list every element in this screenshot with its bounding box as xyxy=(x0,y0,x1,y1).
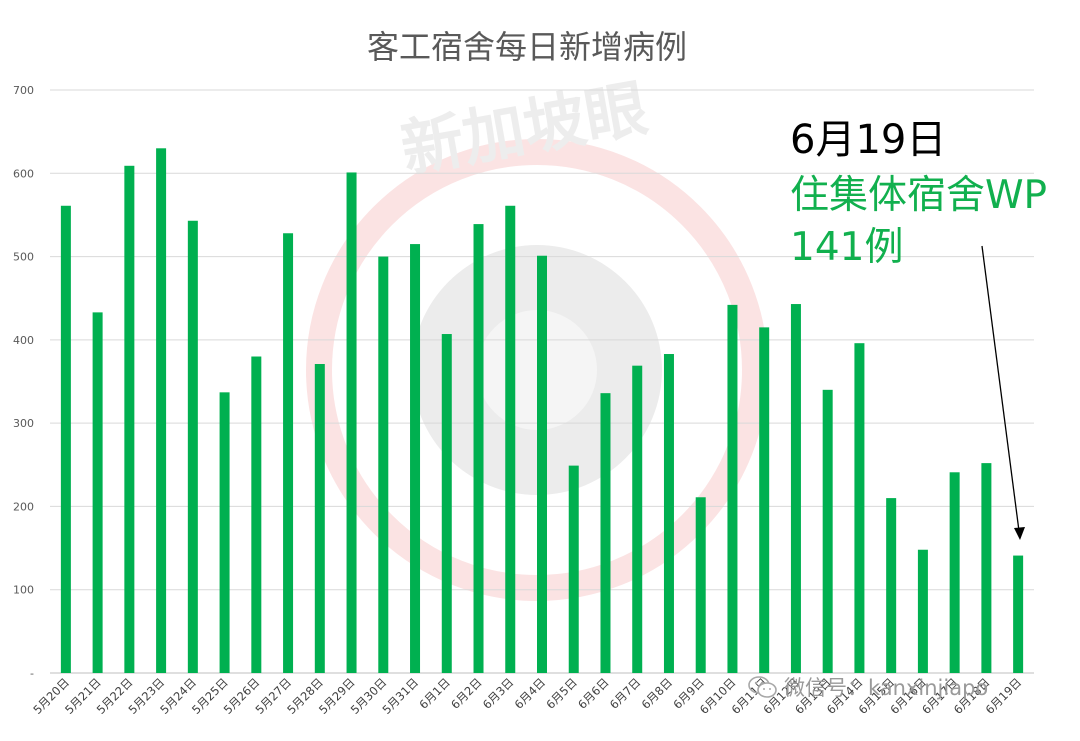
annotation-arrow xyxy=(981,245,1025,540)
chart-title: 客工宿舍每日新增病例 xyxy=(367,28,687,66)
bar xyxy=(632,365,643,673)
y-tick-label: 500 xyxy=(13,251,34,264)
bar xyxy=(854,343,865,673)
bar xyxy=(1013,555,1024,673)
bar xyxy=(568,465,579,673)
y-tick-label: - xyxy=(30,667,34,680)
x-tick-label: 6月3日 xyxy=(480,675,517,712)
x-tick-label: 6月2日 xyxy=(448,675,485,712)
annotation-date: 6月19日 xyxy=(790,117,947,163)
y-tick-label: 700 xyxy=(13,84,34,97)
x-tick-label: 6月7日 xyxy=(607,675,644,712)
y-tick-label: 600 xyxy=(13,167,34,180)
bars xyxy=(60,148,1024,674)
wechat-watermark: 微信号：kanxinjiapo xyxy=(748,672,988,702)
bar xyxy=(695,497,706,673)
bar xyxy=(441,334,452,673)
bar xyxy=(886,498,897,673)
x-tick-label: 6月4日 xyxy=(512,675,549,712)
x-tick-label: 6月6日 xyxy=(575,675,612,712)
bar xyxy=(537,255,547,673)
bar xyxy=(949,472,960,673)
y-tick-label: 300 xyxy=(13,417,34,430)
x-tick-label: 6月8日 xyxy=(639,675,676,712)
bar xyxy=(410,244,421,674)
bar xyxy=(92,312,103,673)
bar xyxy=(219,392,230,673)
y-tick-label: 200 xyxy=(13,500,34,513)
bar xyxy=(505,205,516,673)
bar xyxy=(378,256,389,673)
bar xyxy=(346,172,357,673)
wechat-icon xyxy=(748,676,777,698)
bar xyxy=(917,549,928,673)
bar xyxy=(124,165,135,674)
bar xyxy=(822,389,833,673)
bar xyxy=(283,233,294,673)
bar xyxy=(663,354,674,673)
bar xyxy=(759,327,770,673)
bar xyxy=(314,364,325,673)
bar xyxy=(473,224,484,673)
y-tick-label: 100 xyxy=(13,584,34,597)
bar xyxy=(790,304,801,673)
annotation-line-1: 住集体宿舍WP xyxy=(790,173,1048,218)
bar xyxy=(156,148,167,674)
x-tick-label: 6月1日 xyxy=(416,675,453,712)
annotation-line-2: 141例 xyxy=(790,225,904,270)
bar xyxy=(600,393,611,673)
bar xyxy=(251,356,262,673)
bar xyxy=(727,304,738,673)
x-tick-label: 6月5日 xyxy=(543,675,580,712)
y-tick-label: 400 xyxy=(13,334,34,347)
bar xyxy=(187,220,198,673)
bar xyxy=(981,463,992,673)
y-axis: - 100 200 300 400 500 600 700 xyxy=(13,84,34,680)
bar xyxy=(60,205,71,673)
wechat-label: 微信号：kanxinjiapo xyxy=(784,676,989,700)
